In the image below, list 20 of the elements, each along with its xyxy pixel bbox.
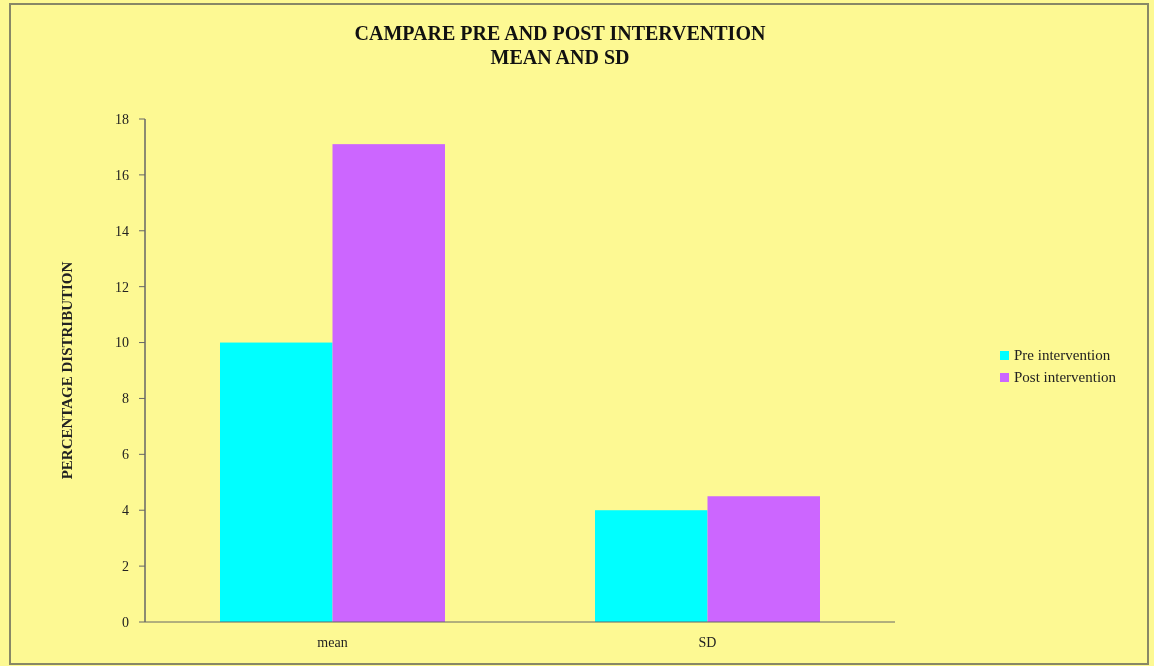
y-tick-label: 8: [122, 391, 129, 407]
y-tick-label: 0: [122, 614, 129, 630]
y-tick-label: 4: [122, 503, 129, 519]
x-tick-label: mean: [317, 635, 348, 650]
bar: [707, 496, 820, 622]
chart-title: CAMPARE PRE AND POST INTERVENTION MEAN AND SD: [354, 22, 766, 68]
y-tick-label: 12: [115, 279, 129, 295]
legend-label: Pre intervention: [1014, 347, 1111, 364]
x-tick-label: SD: [698, 635, 717, 650]
y-tick-label: 6: [122, 447, 129, 463]
y-tick-label: 16: [115, 167, 129, 183]
y-axis-title: PERCENTAGE DISTRIBUTION: [59, 261, 75, 480]
y-tick-label: 14: [115, 223, 129, 239]
bar: [332, 144, 445, 622]
legend-label: Post intervention: [1014, 369, 1117, 386]
bar: [595, 510, 708, 622]
y-tick-label: 2: [122, 559, 129, 575]
y-tick-label: 10: [115, 335, 129, 351]
y-tick-label: 18: [115, 111, 129, 127]
bar: [220, 342, 333, 622]
